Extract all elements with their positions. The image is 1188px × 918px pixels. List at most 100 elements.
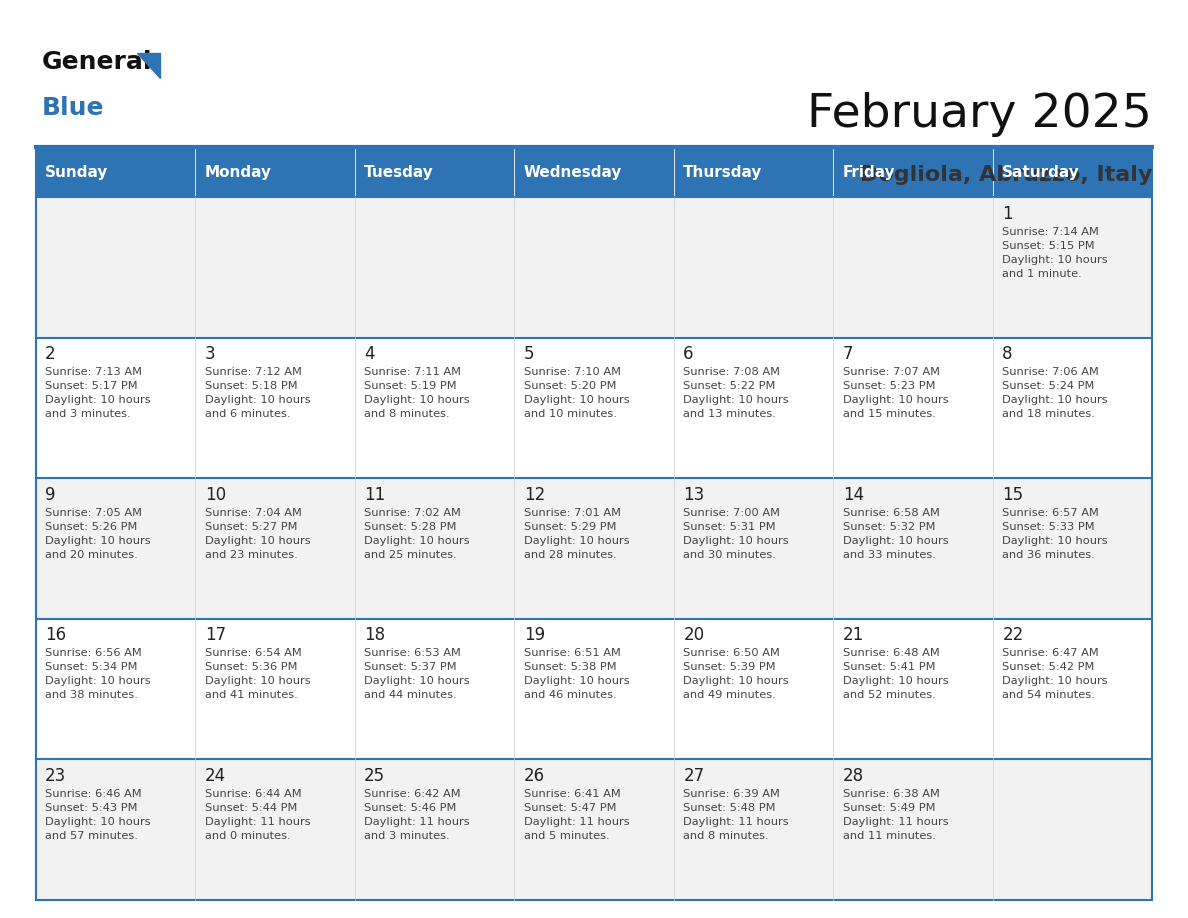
FancyBboxPatch shape <box>195 759 355 900</box>
Text: Sunrise: 6:47 AM
Sunset: 5:42 PM
Daylight: 10 hours
and 54 minutes.: Sunrise: 6:47 AM Sunset: 5:42 PM Dayligh… <box>1003 648 1108 700</box>
Text: Sunrise: 6:57 AM
Sunset: 5:33 PM
Daylight: 10 hours
and 36 minutes.: Sunrise: 6:57 AM Sunset: 5:33 PM Dayligh… <box>1003 508 1108 560</box>
Text: Sunrise: 7:14 AM
Sunset: 5:15 PM
Daylight: 10 hours
and 1 minute.: Sunrise: 7:14 AM Sunset: 5:15 PM Dayligh… <box>1003 227 1108 279</box>
FancyBboxPatch shape <box>514 478 674 619</box>
Text: 16: 16 <box>45 626 67 644</box>
Text: Sunrise: 6:44 AM
Sunset: 5:44 PM
Daylight: 11 hours
and 0 minutes.: Sunrise: 6:44 AM Sunset: 5:44 PM Dayligh… <box>204 789 310 841</box>
FancyBboxPatch shape <box>514 759 674 900</box>
FancyBboxPatch shape <box>355 147 514 197</box>
FancyBboxPatch shape <box>514 197 674 338</box>
Text: Sunrise: 7:05 AM
Sunset: 5:26 PM
Daylight: 10 hours
and 20 minutes.: Sunrise: 7:05 AM Sunset: 5:26 PM Dayligh… <box>45 508 151 560</box>
Text: 22: 22 <box>1003 626 1024 644</box>
Text: Monday: Monday <box>204 164 272 180</box>
Text: 13: 13 <box>683 486 704 504</box>
Text: Sunrise: 6:51 AM
Sunset: 5:38 PM
Daylight: 10 hours
and 46 minutes.: Sunrise: 6:51 AM Sunset: 5:38 PM Dayligh… <box>524 648 630 700</box>
Text: Sunrise: 7:00 AM
Sunset: 5:31 PM
Daylight: 10 hours
and 30 minutes.: Sunrise: 7:00 AM Sunset: 5:31 PM Dayligh… <box>683 508 789 560</box>
FancyBboxPatch shape <box>514 619 674 759</box>
FancyBboxPatch shape <box>355 338 514 478</box>
Text: 19: 19 <box>524 626 545 644</box>
FancyBboxPatch shape <box>833 147 993 197</box>
Text: 27: 27 <box>683 767 704 785</box>
Text: 20: 20 <box>683 626 704 644</box>
Text: Sunrise: 7:01 AM
Sunset: 5:29 PM
Daylight: 10 hours
and 28 minutes.: Sunrise: 7:01 AM Sunset: 5:29 PM Dayligh… <box>524 508 630 560</box>
Text: 1: 1 <box>1003 205 1013 223</box>
Text: 5: 5 <box>524 345 535 364</box>
Text: 3: 3 <box>204 345 215 364</box>
Text: Sunrise: 7:08 AM
Sunset: 5:22 PM
Daylight: 10 hours
and 13 minutes.: Sunrise: 7:08 AM Sunset: 5:22 PM Dayligh… <box>683 367 789 420</box>
Text: 26: 26 <box>524 767 545 785</box>
Text: 11: 11 <box>365 486 385 504</box>
Text: 4: 4 <box>365 345 374 364</box>
FancyBboxPatch shape <box>833 197 993 338</box>
FancyBboxPatch shape <box>674 619 833 759</box>
FancyBboxPatch shape <box>674 147 833 197</box>
Text: 2: 2 <box>45 345 56 364</box>
FancyBboxPatch shape <box>36 147 195 197</box>
Text: Sunrise: 6:38 AM
Sunset: 5:49 PM
Daylight: 11 hours
and 11 minutes.: Sunrise: 6:38 AM Sunset: 5:49 PM Dayligh… <box>842 789 948 841</box>
Text: Sunrise: 6:39 AM
Sunset: 5:48 PM
Daylight: 11 hours
and 8 minutes.: Sunrise: 6:39 AM Sunset: 5:48 PM Dayligh… <box>683 789 789 841</box>
Text: Sunrise: 6:42 AM
Sunset: 5:46 PM
Daylight: 11 hours
and 3 minutes.: Sunrise: 6:42 AM Sunset: 5:46 PM Dayligh… <box>365 789 469 841</box>
FancyBboxPatch shape <box>674 759 833 900</box>
Text: Wednesday: Wednesday <box>524 164 623 180</box>
Text: Sunrise: 6:56 AM
Sunset: 5:34 PM
Daylight: 10 hours
and 38 minutes.: Sunrise: 6:56 AM Sunset: 5:34 PM Dayligh… <box>45 648 151 700</box>
FancyBboxPatch shape <box>36 759 195 900</box>
Text: Sunrise: 6:58 AM
Sunset: 5:32 PM
Daylight: 10 hours
and 33 minutes.: Sunrise: 6:58 AM Sunset: 5:32 PM Dayligh… <box>842 508 948 560</box>
Text: 7: 7 <box>842 345 853 364</box>
Text: 8: 8 <box>1003 345 1013 364</box>
Text: Sunrise: 6:54 AM
Sunset: 5:36 PM
Daylight: 10 hours
and 41 minutes.: Sunrise: 6:54 AM Sunset: 5:36 PM Dayligh… <box>204 648 310 700</box>
FancyBboxPatch shape <box>993 478 1152 619</box>
FancyBboxPatch shape <box>993 619 1152 759</box>
FancyBboxPatch shape <box>833 478 993 619</box>
Text: Sunrise: 7:07 AM
Sunset: 5:23 PM
Daylight: 10 hours
and 15 minutes.: Sunrise: 7:07 AM Sunset: 5:23 PM Dayligh… <box>842 367 948 420</box>
FancyBboxPatch shape <box>195 478 355 619</box>
Text: 10: 10 <box>204 486 226 504</box>
FancyBboxPatch shape <box>514 147 674 197</box>
Text: 6: 6 <box>683 345 694 364</box>
FancyBboxPatch shape <box>674 197 833 338</box>
Text: Sunrise: 7:04 AM
Sunset: 5:27 PM
Daylight: 10 hours
and 23 minutes.: Sunrise: 7:04 AM Sunset: 5:27 PM Dayligh… <box>204 508 310 560</box>
Text: Tuesday: Tuesday <box>365 164 434 180</box>
Text: Sunrise: 7:06 AM
Sunset: 5:24 PM
Daylight: 10 hours
and 18 minutes.: Sunrise: 7:06 AM Sunset: 5:24 PM Dayligh… <box>1003 367 1108 420</box>
FancyBboxPatch shape <box>833 759 993 900</box>
Text: 21: 21 <box>842 626 864 644</box>
Polygon shape <box>137 53 160 78</box>
Text: Sunrise: 7:12 AM
Sunset: 5:18 PM
Daylight: 10 hours
and 6 minutes.: Sunrise: 7:12 AM Sunset: 5:18 PM Dayligh… <box>204 367 310 420</box>
FancyBboxPatch shape <box>36 619 195 759</box>
FancyBboxPatch shape <box>355 197 514 338</box>
Text: Sunrise: 6:46 AM
Sunset: 5:43 PM
Daylight: 10 hours
and 57 minutes.: Sunrise: 6:46 AM Sunset: 5:43 PM Dayligh… <box>45 789 151 841</box>
Text: Friday: Friday <box>842 164 896 180</box>
FancyBboxPatch shape <box>993 338 1152 478</box>
Text: Sunrise: 6:50 AM
Sunset: 5:39 PM
Daylight: 10 hours
and 49 minutes.: Sunrise: 6:50 AM Sunset: 5:39 PM Dayligh… <box>683 648 789 700</box>
FancyBboxPatch shape <box>833 338 993 478</box>
FancyBboxPatch shape <box>993 147 1152 197</box>
FancyBboxPatch shape <box>355 619 514 759</box>
Text: Blue: Blue <box>42 96 105 120</box>
FancyBboxPatch shape <box>355 759 514 900</box>
Text: 23: 23 <box>45 767 67 785</box>
FancyBboxPatch shape <box>195 147 355 197</box>
Text: 24: 24 <box>204 767 226 785</box>
Text: 15: 15 <box>1003 486 1023 504</box>
Text: Sunrise: 6:53 AM
Sunset: 5:37 PM
Daylight: 10 hours
and 44 minutes.: Sunrise: 6:53 AM Sunset: 5:37 PM Dayligh… <box>365 648 469 700</box>
Text: Sunrise: 6:48 AM
Sunset: 5:41 PM
Daylight: 10 hours
and 52 minutes.: Sunrise: 6:48 AM Sunset: 5:41 PM Dayligh… <box>842 648 948 700</box>
Text: February 2025: February 2025 <box>808 92 1152 137</box>
Text: Saturday: Saturday <box>1003 164 1080 180</box>
FancyBboxPatch shape <box>674 338 833 478</box>
FancyBboxPatch shape <box>355 478 514 619</box>
FancyBboxPatch shape <box>195 197 355 338</box>
Text: Sunrise: 7:02 AM
Sunset: 5:28 PM
Daylight: 10 hours
and 25 minutes.: Sunrise: 7:02 AM Sunset: 5:28 PM Dayligh… <box>365 508 469 560</box>
FancyBboxPatch shape <box>993 759 1152 900</box>
Text: Sunrise: 7:11 AM
Sunset: 5:19 PM
Daylight: 10 hours
and 8 minutes.: Sunrise: 7:11 AM Sunset: 5:19 PM Dayligh… <box>365 367 469 420</box>
FancyBboxPatch shape <box>993 197 1152 338</box>
Text: 9: 9 <box>45 486 56 504</box>
FancyBboxPatch shape <box>674 478 833 619</box>
Text: Sunrise: 7:10 AM
Sunset: 5:20 PM
Daylight: 10 hours
and 10 minutes.: Sunrise: 7:10 AM Sunset: 5:20 PM Dayligh… <box>524 367 630 420</box>
FancyBboxPatch shape <box>36 197 195 338</box>
Text: Sunrise: 6:41 AM
Sunset: 5:47 PM
Daylight: 11 hours
and 5 minutes.: Sunrise: 6:41 AM Sunset: 5:47 PM Dayligh… <box>524 789 630 841</box>
FancyBboxPatch shape <box>195 619 355 759</box>
FancyBboxPatch shape <box>833 619 993 759</box>
Text: 12: 12 <box>524 486 545 504</box>
Text: 17: 17 <box>204 626 226 644</box>
FancyBboxPatch shape <box>36 478 195 619</box>
Text: Sunrise: 7:13 AM
Sunset: 5:17 PM
Daylight: 10 hours
and 3 minutes.: Sunrise: 7:13 AM Sunset: 5:17 PM Dayligh… <box>45 367 151 420</box>
Text: Sunday: Sunday <box>45 164 108 180</box>
